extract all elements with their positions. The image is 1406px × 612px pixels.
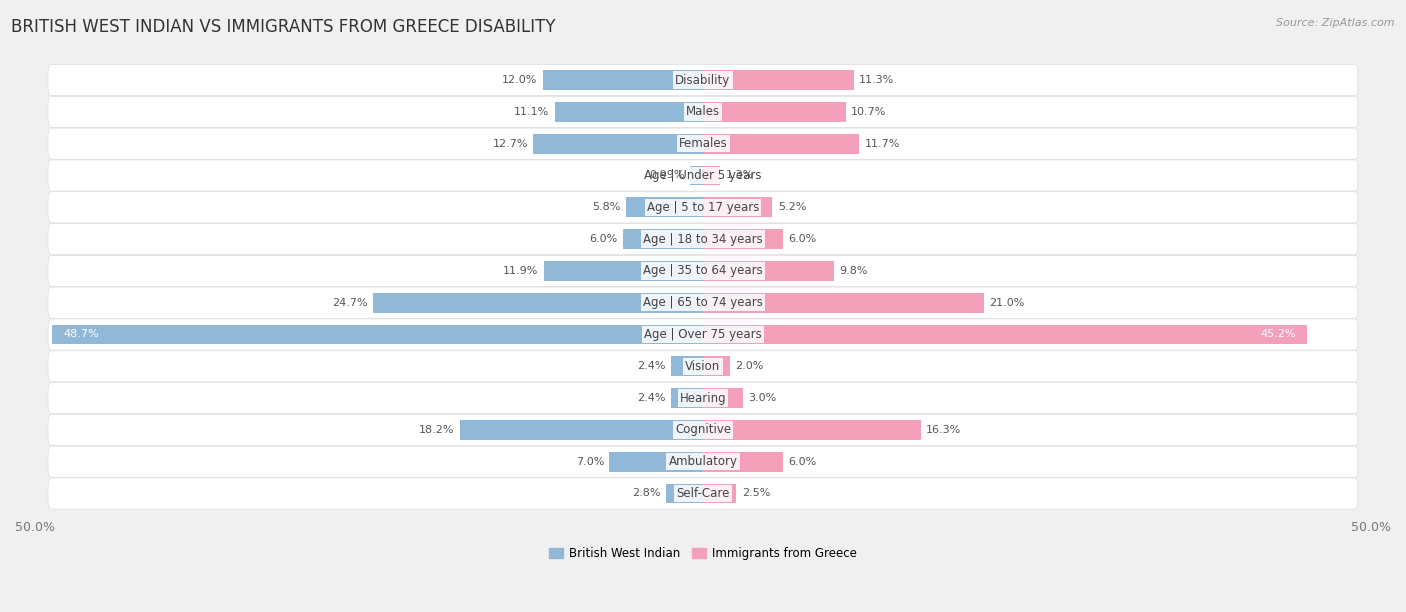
Bar	[703, 420, 921, 440]
Bar	[703, 230, 783, 249]
Text: BRITISH WEST INDIAN VS IMMIGRANTS FROM GREECE DISABILITY: BRITISH WEST INDIAN VS IMMIGRANTS FROM G…	[11, 18, 555, 36]
Bar	[671, 356, 703, 376]
Bar	[671, 388, 703, 408]
Text: 9.8%: 9.8%	[839, 266, 868, 276]
Bar	[373, 293, 703, 313]
Bar	[703, 324, 1306, 345]
Text: 0.99%: 0.99%	[650, 171, 685, 181]
Text: Hearing: Hearing	[679, 392, 727, 405]
Text: 11.7%: 11.7%	[865, 139, 900, 149]
FancyBboxPatch shape	[48, 446, 1358, 477]
Text: Cognitive: Cognitive	[675, 424, 731, 436]
Text: 2.4%: 2.4%	[637, 361, 665, 371]
Text: 6.0%: 6.0%	[589, 234, 617, 244]
Bar	[690, 166, 703, 185]
Text: 2.5%: 2.5%	[742, 488, 770, 499]
Bar	[52, 324, 703, 345]
Bar	[703, 483, 737, 503]
Bar	[703, 102, 846, 122]
Bar	[460, 420, 703, 440]
Bar	[609, 452, 703, 472]
Bar	[544, 261, 703, 281]
Text: 2.8%: 2.8%	[631, 488, 661, 499]
Legend: British West Indian, Immigrants from Greece: British West Indian, Immigrants from Gre…	[544, 542, 862, 565]
Text: 7.0%: 7.0%	[576, 457, 605, 467]
Text: 1.3%: 1.3%	[725, 171, 754, 181]
Text: 2.0%: 2.0%	[735, 361, 763, 371]
Bar	[665, 483, 703, 503]
Text: Age | Over 75 years: Age | Over 75 years	[644, 328, 762, 341]
Bar	[703, 134, 859, 154]
Text: 6.0%: 6.0%	[789, 234, 817, 244]
Text: 10.7%: 10.7%	[851, 107, 887, 117]
Text: Ambulatory: Ambulatory	[668, 455, 738, 468]
Bar	[703, 388, 744, 408]
FancyBboxPatch shape	[48, 255, 1358, 286]
Text: 6.0%: 6.0%	[789, 457, 817, 467]
Text: 12.7%: 12.7%	[492, 139, 529, 149]
FancyBboxPatch shape	[48, 96, 1358, 127]
Text: 21.0%: 21.0%	[988, 297, 1025, 308]
Bar	[703, 70, 853, 90]
Bar	[703, 166, 720, 185]
Text: 18.2%: 18.2%	[419, 425, 454, 435]
Bar	[623, 230, 703, 249]
FancyBboxPatch shape	[48, 351, 1358, 382]
Bar	[703, 293, 984, 313]
Text: 12.0%: 12.0%	[502, 75, 537, 85]
Bar	[703, 356, 730, 376]
FancyBboxPatch shape	[48, 192, 1358, 223]
Text: 48.7%: 48.7%	[63, 329, 98, 340]
Bar	[703, 452, 783, 472]
Text: Males: Males	[686, 105, 720, 118]
Text: Females: Females	[679, 137, 727, 150]
Bar	[555, 102, 703, 122]
Text: 11.3%: 11.3%	[859, 75, 894, 85]
Bar	[543, 70, 703, 90]
FancyBboxPatch shape	[48, 64, 1358, 95]
FancyBboxPatch shape	[48, 287, 1358, 318]
FancyBboxPatch shape	[48, 478, 1358, 509]
Bar	[703, 261, 834, 281]
Text: Age | 35 to 64 years: Age | 35 to 64 years	[643, 264, 763, 277]
Text: Age | 65 to 74 years: Age | 65 to 74 years	[643, 296, 763, 309]
FancyBboxPatch shape	[48, 128, 1358, 159]
Text: Age | 18 to 34 years: Age | 18 to 34 years	[643, 233, 763, 245]
Text: 24.7%: 24.7%	[332, 297, 367, 308]
FancyBboxPatch shape	[48, 382, 1358, 414]
Bar	[703, 198, 772, 217]
Text: 11.9%: 11.9%	[503, 266, 538, 276]
Bar	[533, 134, 703, 154]
Text: 3.0%: 3.0%	[748, 393, 776, 403]
Bar	[626, 198, 703, 217]
Text: 11.1%: 11.1%	[515, 107, 550, 117]
Text: 16.3%: 16.3%	[927, 425, 962, 435]
Text: Disability: Disability	[675, 73, 731, 87]
Text: Age | 5 to 17 years: Age | 5 to 17 years	[647, 201, 759, 214]
Text: Age | Under 5 years: Age | Under 5 years	[644, 169, 762, 182]
Text: 5.2%: 5.2%	[778, 203, 806, 212]
FancyBboxPatch shape	[48, 414, 1358, 446]
Text: Vision: Vision	[685, 360, 721, 373]
Text: Self-Care: Self-Care	[676, 487, 730, 500]
FancyBboxPatch shape	[48, 223, 1358, 255]
Text: 2.4%: 2.4%	[637, 393, 665, 403]
Text: 45.2%: 45.2%	[1261, 329, 1296, 340]
Text: Source: ZipAtlas.com: Source: ZipAtlas.com	[1277, 18, 1395, 28]
FancyBboxPatch shape	[48, 319, 1358, 350]
FancyBboxPatch shape	[48, 160, 1358, 191]
Text: 5.8%: 5.8%	[592, 203, 620, 212]
